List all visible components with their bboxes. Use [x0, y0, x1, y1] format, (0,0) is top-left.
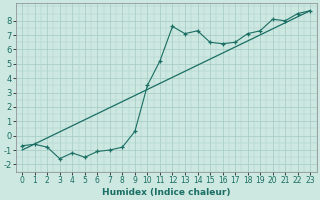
X-axis label: Humidex (Indice chaleur): Humidex (Indice chaleur) — [102, 188, 230, 197]
